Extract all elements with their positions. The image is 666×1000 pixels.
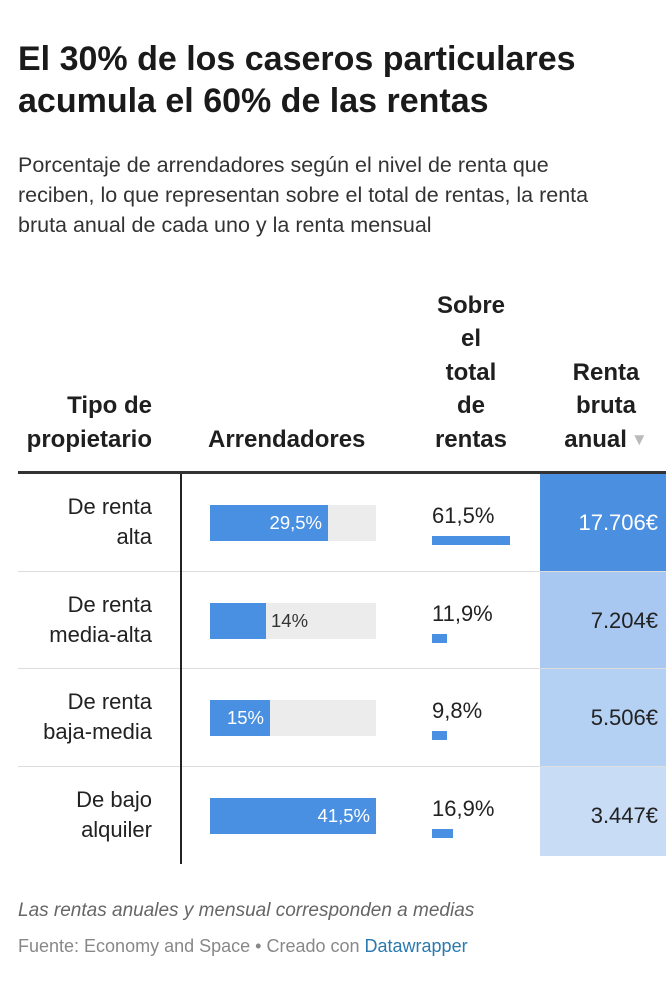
renta-bruta-cell: 17.706€ <box>540 474 666 572</box>
header-line: rentas <box>434 425 508 453</box>
arrendadores-bar-track: 14% <box>210 602 376 639</box>
sobre-total-value: 9,8% <box>432 698 483 723</box>
sort-descending-icon[interactable]: ▼ <box>630 429 648 449</box>
header-line: de <box>456 392 485 419</box>
tipo-line: De renta <box>67 494 152 519</box>
arrendadores-bar <box>210 505 328 541</box>
header-line: bruta <box>576 392 636 419</box>
header-line: Sobre <box>436 291 505 319</box>
renta-bruta-cell: 7.204€ <box>540 571 666 670</box>
tipo-line: alquiler <box>81 816 152 842</box>
sobre-total-bar <box>432 731 447 740</box>
header-line-with-sort: anual ▼ <box>546 423 666 457</box>
arrendadores-value: 14% <box>271 609 309 631</box>
chart-title: El 30% de los caseros particulares acumu… <box>18 40 576 120</box>
tipo-line: De renta <box>67 591 152 617</box>
sobre-total-value: 61,5% <box>432 503 495 528</box>
footnote: Las rentas anuales y mensual corresponde… <box>18 900 475 921</box>
header-line: total <box>445 358 497 386</box>
tipo-line: De bajo <box>76 786 152 812</box>
arrendadores-bar <box>210 797 376 834</box>
sobre-total-bar <box>432 536 510 545</box>
row-separator <box>18 570 666 572</box>
source-line: Fuente: Economy and Space • Creado con D… <box>18 936 468 957</box>
cell-tipo-propietario: De renta baja-media <box>43 687 152 747</box>
column-header-tipo[interactable]: Tipo de propietario <box>27 389 152 456</box>
sobre-total-bar <box>432 828 453 838</box>
tipo-line: media-alta <box>49 621 152 647</box>
header-line: Tipo de <box>67 392 152 419</box>
arrendadores-bar-track: 29,5% <box>210 505 376 541</box>
column-header-sobre-total[interactable]: Sobre el total de rentas <box>418 289 524 457</box>
source-text: Fuente: Economy and Space • Creado con <box>18 936 365 956</box>
header-divider <box>18 471 666 474</box>
cell-tipo-propietario: De renta alta <box>68 492 152 552</box>
row-separator <box>18 668 666 669</box>
arrendadores-bar-track: 41,5% <box>210 797 376 834</box>
renta-bruta-cell: 5.506€ <box>540 669 666 767</box>
header-line: Renta <box>572 358 640 386</box>
column-header-renta-bruta[interactable]: Renta bruta anual ▼ <box>546 356 666 457</box>
cell-tipo-propietario: De bajo alquiler <box>76 785 152 845</box>
arrendadores-bar <box>210 602 266 639</box>
arrendadores-value: 29,5% <box>269 512 322 533</box>
datawrapper-link[interactable]: Datawrapper <box>364 936 468 956</box>
sobre-total-value: 16,9% <box>432 795 495 821</box>
cell-tipo-propietario: De renta media-alta <box>49 590 152 650</box>
chart-subtitle: Porcentaje de arrendadores según el nive… <box>18 150 666 240</box>
row-separator <box>18 765 666 767</box>
tipo-line: baja-media <box>43 719 152 744</box>
header-line: Arrendadores <box>208 425 366 453</box>
arrendadores-value: 15% <box>226 707 264 728</box>
arrendadores-bar-track: 15% <box>210 700 376 736</box>
subtitle-line: reciben, lo que representan sobre el tot… <box>18 183 589 207</box>
column-divider <box>180 474 182 864</box>
tipo-line: De renta <box>67 689 152 714</box>
subtitle-line: Porcentaje de arrendadores según el nive… <box>18 153 549 177</box>
subtitle-line: bruta anual de cada uno y la renta mensu… <box>18 213 432 237</box>
arrendadores-value: 41,5% <box>317 804 370 826</box>
sobre-total-bar <box>432 633 447 643</box>
sobre-total-value: 11,9% <box>432 600 493 626</box>
tipo-line: alta <box>116 524 152 549</box>
header-line: propietario <box>26 425 152 453</box>
renta-bruta-cell: 3.447€ <box>540 766 666 856</box>
arrendadores-bar <box>210 700 270 736</box>
header-line: anual <box>564 425 627 453</box>
column-header-arrendadores[interactable]: Arrendadores <box>208 423 365 457</box>
header-line: el <box>460 325 481 352</box>
